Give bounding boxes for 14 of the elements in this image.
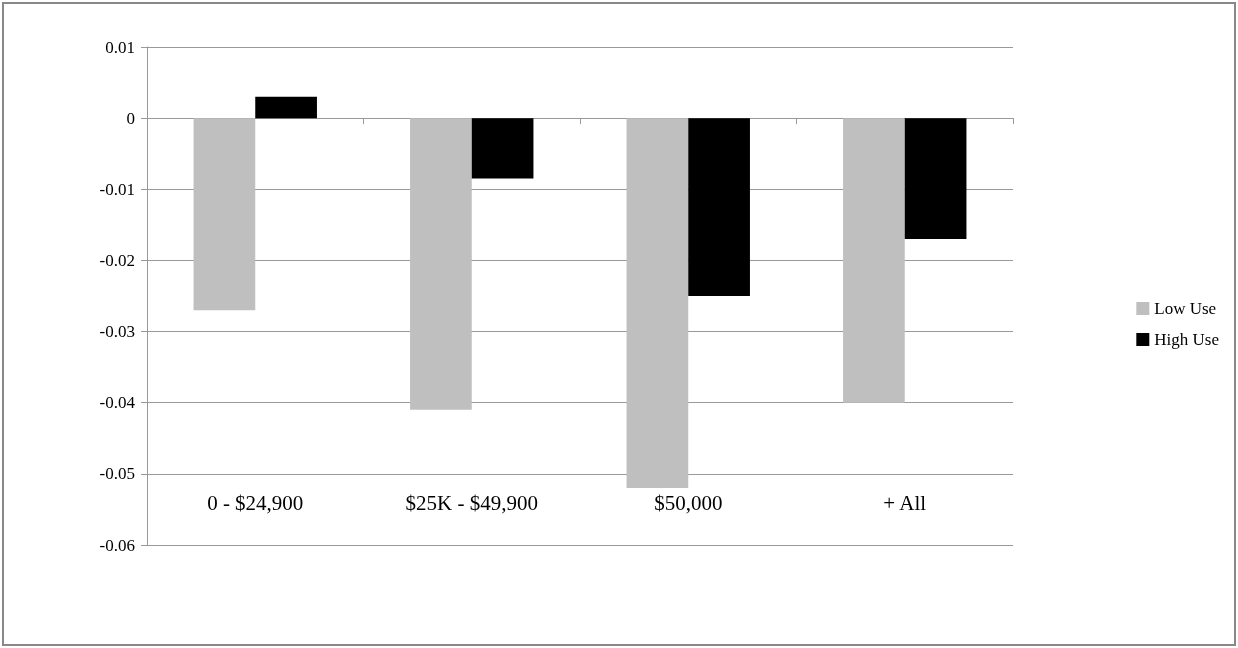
x-tick-label: + All (883, 490, 927, 515)
y-tick-label: 0.01 (105, 37, 135, 57)
y-tick-label: -0.03 (99, 322, 135, 342)
y-tick-label: -0.06 (99, 535, 135, 555)
y-tick-label: -0.05 (99, 464, 135, 484)
x-tick-label: 0 - $24,900 (207, 490, 304, 515)
legend-label: Low Use (1154, 299, 1217, 318)
x-tick-label: $25K - $49,900 (405, 490, 538, 515)
y-tick-label: -0.04 (99, 393, 136, 413)
y-tick-label: -0.02 (99, 250, 135, 270)
y-tick-label: -0.01 (99, 179, 135, 199)
x-tick-label: $50,000 (654, 490, 723, 515)
y-tick-label: 0 (126, 108, 135, 128)
legend-label: High Use (1154, 330, 1220, 349)
